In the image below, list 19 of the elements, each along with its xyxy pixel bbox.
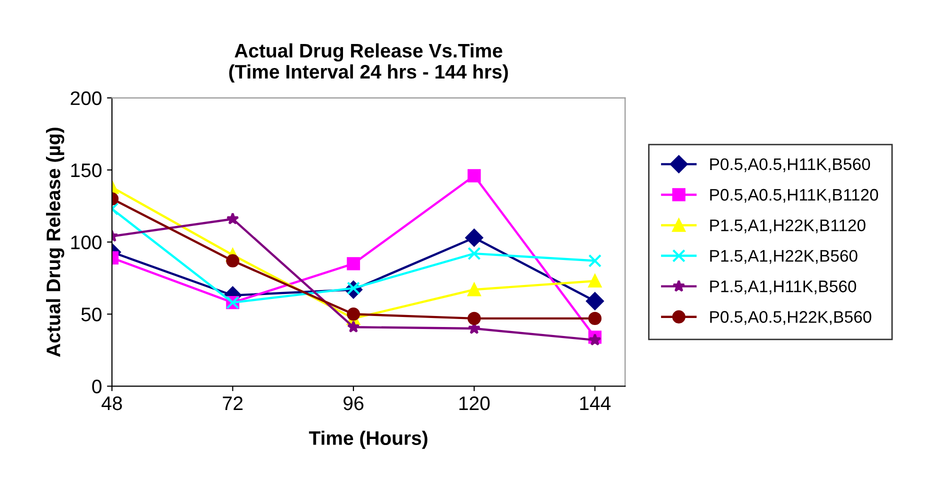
x-tick-label: 120 xyxy=(459,396,490,410)
x-tick-label: 96 xyxy=(344,396,364,410)
y-tick-label: 50 xyxy=(81,308,102,322)
y-tick-label: 100 xyxy=(71,236,102,250)
y-tick-label: 0 xyxy=(92,380,102,394)
legend-label: P1.5,A1,H22K,B560 xyxy=(710,250,858,264)
x-tick-label: 144 xyxy=(580,396,611,410)
x-axis-title: Time (Hours) xyxy=(308,430,428,449)
legend-label: P1.5,A1,H22K,B1120 xyxy=(710,219,866,234)
chart-title: Actual Drug Release Vs.Time (Time Interval 24 hrs - 144 hrs) xyxy=(229,43,508,82)
x-tick-label: 48 xyxy=(102,396,122,410)
y-tick-label: 150 xyxy=(71,163,102,178)
legend-label: P0.5,A0.5,H11K,B1120 xyxy=(710,188,878,203)
y-tick-label: 200 xyxy=(70,91,102,106)
y-axis-title: Actual Drug Release (µg) xyxy=(46,128,64,357)
legend-label: P1.5,A1,H11K,B560 xyxy=(710,280,856,294)
x-tick-label: 72 xyxy=(222,396,243,410)
legend-label: P0.5,A0.5,H22K,B560 xyxy=(710,311,872,325)
legend-label: P0.5,A0.5,H11K,B560 xyxy=(710,158,870,172)
